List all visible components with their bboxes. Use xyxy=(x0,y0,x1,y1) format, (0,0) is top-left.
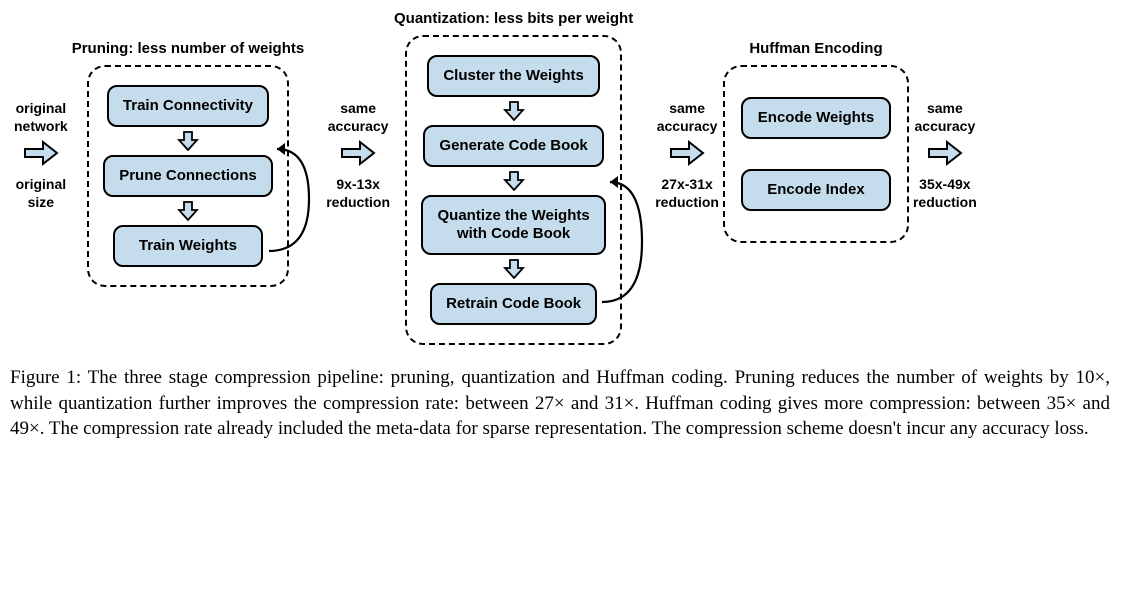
arrow-down-q1 xyxy=(503,101,525,121)
arrow-right-3 xyxy=(927,139,963,172)
label-same-accuracy-3: same accuracy xyxy=(915,100,976,135)
node-train-weights: Train Weights xyxy=(113,225,263,267)
box-quantization: Cluster the Weights Generate Code Book Q… xyxy=(405,35,621,345)
node-cluster-weights: Cluster the Weights xyxy=(427,55,600,97)
arrow-right-2 xyxy=(669,139,705,172)
connector-input: original network original size xyxy=(10,100,72,211)
label-reduction-1: 9x-13x reduction xyxy=(326,176,390,211)
label-original-network: original network xyxy=(14,100,68,135)
box-pruning: Train Connectivity Prune Connections Tra… xyxy=(87,65,289,287)
stage-pruning: Pruning: less number of weights Train Co… xyxy=(72,40,305,287)
label-reduction-2: 27x-31x reduction xyxy=(655,176,719,211)
node-quantize-weights: Quantize the Weights with Code Book xyxy=(421,195,605,255)
arrow-down-q2 xyxy=(503,171,525,191)
arrow-down-p1 xyxy=(177,131,199,151)
box-huffman: Encode Weights Encode Index xyxy=(723,65,909,243)
arrow-down-p2 xyxy=(177,201,199,221)
stage-huffman: Huffman Encoding Encode Weights Encode I… xyxy=(723,40,909,243)
node-encode-weights: Encode Weights xyxy=(741,97,891,139)
node-retrain-codebook: Retrain Code Book xyxy=(430,283,597,325)
node-generate-codebook: Generate Code Book xyxy=(423,125,603,167)
title-huffman: Huffman Encoding xyxy=(749,40,882,57)
arrow-down-q3 xyxy=(503,259,525,279)
title-quantization: Quantization: less bits per weight xyxy=(394,10,633,27)
node-train-connectivity: Train Connectivity xyxy=(107,85,269,127)
connector-2: same accuracy 27x-31x reduction xyxy=(651,100,723,211)
title-pruning: Pruning: less number of weights xyxy=(72,40,305,57)
figure-caption: Figure 1: The three stage compression pi… xyxy=(10,365,1110,442)
connector-1: same accuracy 9x-13x reduction xyxy=(322,100,394,211)
arrow-right-1 xyxy=(340,139,376,172)
node-prune-connections: Prune Connections xyxy=(103,155,273,197)
label-original-size: original size xyxy=(16,176,67,211)
label-same-accuracy-1: same accuracy xyxy=(328,100,389,135)
connector-3: same accuracy 35x-49x reduction xyxy=(909,100,981,211)
label-reduction-3: 35x-49x reduction xyxy=(913,176,977,211)
stage-quantization: Quantization: less bits per weight Clust… xyxy=(394,10,633,345)
label-same-accuracy-2: same accuracy xyxy=(657,100,718,135)
arrow-right-0 xyxy=(23,139,59,172)
compression-pipeline-diagram: original network original size Pruning: … xyxy=(10,10,1138,345)
node-encode-index: Encode Index xyxy=(741,169,891,211)
